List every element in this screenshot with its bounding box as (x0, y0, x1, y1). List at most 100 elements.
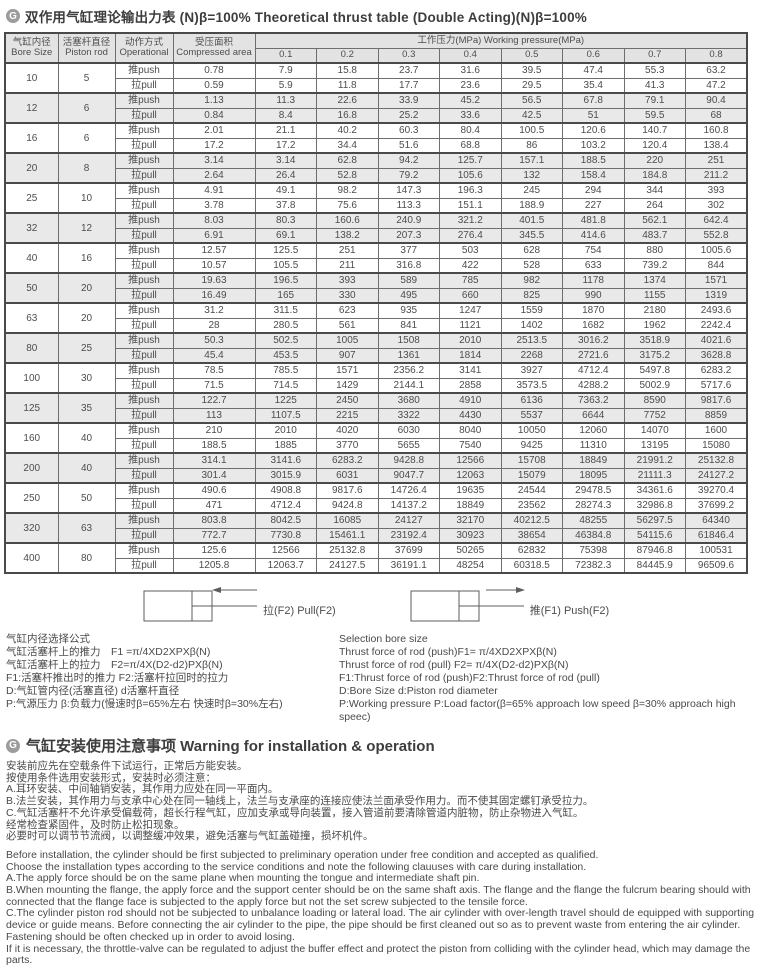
pressure-value-cell: 8.4 (254, 107, 317, 124)
area-cell: 2.64 (172, 167, 256, 184)
action-cell: 拉pull (114, 167, 174, 184)
action-cell: 拉pull (114, 227, 174, 244)
pressure-value-cell: 37699.2 (685, 497, 748, 514)
text-line: If it is necessary, the throttle-valve c… (6, 942, 751, 967)
pressure-value-cell: 12063 (439, 467, 502, 484)
pressure-value-cell: 1374 (623, 272, 686, 289)
thrust-table-header: 气缸内径 Bore Size 活塞杆直径 Piston rod 动作方式 Ope… (4, 32, 748, 64)
rod-cell: 50 (57, 482, 116, 514)
pressure-value-cell: 9424.8 (316, 497, 379, 514)
rod-cell: 35 (57, 392, 116, 424)
pressure-value-cell: 45.2 (439, 92, 502, 109)
pressure-value-cell: 401.5 (500, 212, 563, 229)
pressure-value-cell: 5655 (377, 437, 440, 454)
pressure-value-cell: 30923 (439, 527, 502, 544)
pressure-value-cell: 15461.1 (316, 527, 379, 544)
table-row-push: 16 6 推push 2.01 21.1 40.2 60.3 80.4 100.5 120.6 14… (4, 122, 748, 154)
rod-cell: 80 (57, 542, 116, 574)
pressure-value-cell: 138.4 (685, 137, 748, 154)
pressure-value-cell: 4910 (439, 392, 502, 409)
area-cell: 122.7 (172, 392, 256, 409)
pressure-value-cell: 12060 (562, 422, 625, 439)
pressure-value-cell: 633 (562, 257, 625, 274)
bore-cell: 320 (4, 512, 59, 544)
rod-cell: 6 (57, 92, 116, 124)
area-cell: 50.3 (172, 332, 256, 349)
col-header-operational: 动作方式 Operational (114, 32, 174, 64)
pressure-value-cell: 25132.8 (316, 542, 379, 559)
pressure-value-cell: 220 (623, 152, 686, 169)
pressure-value-cell: 1870 (562, 302, 625, 319)
area-cell: 19.63 (172, 272, 256, 289)
table-row-push: 200 40 推push 314.1 3141.6 6283.2 9428.8 12566 15… (4, 452, 748, 484)
pressure-value-cell: 120.6 (562, 122, 625, 139)
action-cell: 拉pull (114, 557, 174, 574)
area-cell: 6.91 (172, 227, 256, 244)
table-row-push: 100 30 推push 78.5 785.5 1571 2356.2 3141 3927 471… (4, 362, 748, 394)
pressure-value-cell: 227 (562, 197, 625, 214)
action-cell: 推push (114, 332, 174, 349)
action-cell: 推push (114, 482, 174, 499)
col-header-area: 受压面积 Compressed area (172, 32, 256, 64)
area-cell: 45.4 (172, 347, 256, 364)
area-cell: 314.1 (172, 452, 256, 469)
action-cell: 拉pull (114, 137, 174, 154)
pressure-value-cell: 196.5 (254, 272, 317, 289)
pressure-value-cell: 1005.6 (685, 242, 748, 259)
warning-heading-row: G 气缸安装使用注意事项 Warning for installation & … (6, 735, 759, 756)
text-line: B.法兰安装，其作用力与支承中心处在同一轴线上，法兰与支承座的连接应使法兰面承受… (6, 795, 594, 808)
pressure-value-cell: 3680 (377, 392, 440, 409)
table-row-pull: 拉pull 10.57 105.5 211 316.8 422 528 633 739.2 844 (5, 257, 748, 274)
pressure-value-cell: 90.4 (685, 92, 748, 109)
pressure-value-cell: 12566 (439, 452, 502, 469)
pressure-value-cell: 2144.1 (377, 377, 440, 394)
text-line: Selection bore size (339, 633, 428, 645)
page-title: 双作用气缸理论输出力表 (N)β=100% Theoretical thrust… (25, 10, 587, 25)
area-cell: 188.5 (172, 437, 256, 454)
text-line: 气缸活塞杆上的推力 F1 =π/4XD2XPXβ(N) (6, 646, 211, 658)
pressure-value-cell: 623 (316, 302, 379, 319)
pressure-value-cell: 80.4 (439, 122, 502, 139)
pressure-value-cell: 1559 (500, 302, 563, 319)
text-line: P:气源压力 β:负载力(慢速时β=65%左右 快速时β=30%左右) (6, 698, 283, 710)
pressure-value-cell: 251 (316, 242, 379, 259)
action-cell: 拉pull (114, 437, 174, 454)
pressure-value-cell: 7.9 (254, 62, 317, 79)
pressure-value-cell: 39270.4 (685, 482, 748, 499)
action-cell: 推push (114, 392, 174, 409)
pressure-value-cell: 1600 (685, 422, 748, 439)
action-cell: 推push (114, 422, 174, 439)
col-header-rod-en: Piston rod (65, 47, 108, 58)
action-cell: 推push (114, 212, 174, 229)
table-row-push: 10 5 推push 0.78 7.9 15.8 23.7 31.6 39.5 47.4 55.3 6… (4, 62, 748, 94)
pressure-value-cell: 72382.3 (562, 557, 625, 574)
pressure-value-cell: 80.3 (254, 212, 317, 229)
bore-cell: 100 (4, 362, 59, 394)
table-row-pull: 拉pull 0.59 5.9 11.8 17.7 23.6 29.5 35.4 41.3 47.2 (5, 77, 748, 94)
pressure-value-cell: 7730.8 (254, 527, 317, 544)
pressure-value-cell: 105.5 (254, 257, 317, 274)
pressure-value-cell: 311.5 (254, 302, 317, 319)
area-cell: 2.01 (172, 122, 256, 139)
pressure-value-cell: 68 (685, 107, 748, 124)
pressure-value-cell: 1508 (377, 332, 440, 349)
pressure-value-cell: 21.1 (254, 122, 317, 139)
pressure-value-cell: 84445.9 (623, 557, 686, 574)
text-line: B.When mounting the flange, the apply fo… (6, 884, 751, 908)
pressure-value-cell: 6283.2 (316, 452, 379, 469)
table-row-pull: 拉pull 17.2 17.2 34.4 51.6 68.8 86 103.2 120.4 138… (5, 137, 748, 154)
table-row-push: 63 20 推push 31.2 311.5 623 935 1247 1559 1870 2180… (4, 302, 748, 334)
area-cell: 0.78 (172, 62, 256, 79)
table-row-pull: 拉pull 45.4 453.5 907 1361 1814 2268 2721.6 3175.… (5, 347, 748, 364)
pressure-value-cell: 17.2 (254, 137, 317, 154)
pressure-value-cell: 10050 (500, 422, 563, 439)
pressure-value-cell: 1155 (623, 287, 686, 304)
header-row-1: 气缸内径 Bore Size 活塞杆直径 Piston rod 动作方式 Ope… (4, 32, 748, 64)
pressure-value-cell: 16085 (316, 512, 379, 529)
table-row-push: 320 63 推push 803.8 8042.5 16085 24127 32170 4021… (4, 512, 748, 544)
pressure-value-cell: 1885 (254, 437, 317, 454)
bore-cell: 63 (4, 302, 59, 334)
pressure-value-cell: 14070 (623, 422, 686, 439)
pull-cylinder-drawing (143, 587, 257, 622)
table-row-pull: 拉pull 28 280.5 561 841 1121 1402 1682 1962 2242.4 (5, 317, 748, 334)
